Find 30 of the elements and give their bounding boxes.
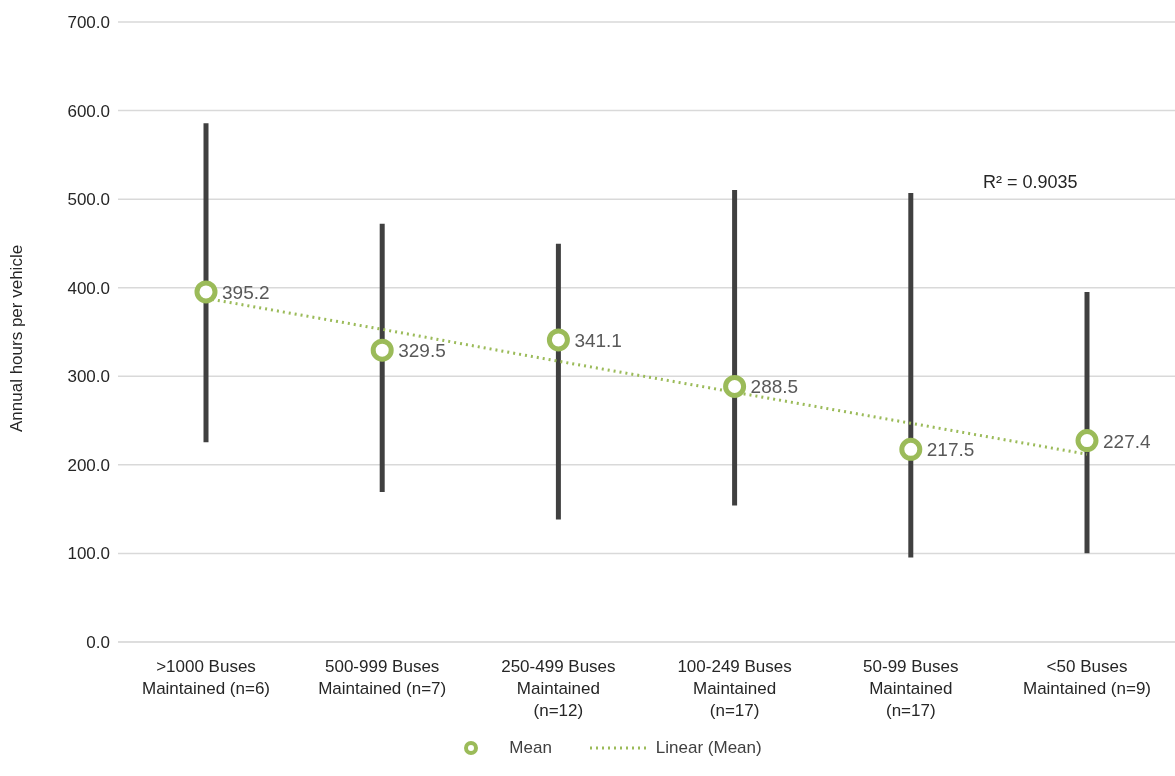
data-label: 288.5 xyxy=(750,376,799,398)
y-tick-label: 600.0 xyxy=(67,101,110,121)
x-tick-label: >1000 Buses Maintained (n=6) xyxy=(141,657,271,698)
legend-label: Linear (Mean) xyxy=(655,738,762,758)
point xyxy=(194,280,218,304)
point xyxy=(546,328,570,352)
y-tick-label: 0.0 xyxy=(86,633,110,653)
point xyxy=(899,437,923,461)
x-tick-label: 50-99 Buses Maintained (n=17) xyxy=(863,657,959,720)
point xyxy=(1075,429,1099,453)
annotation: R² = 0.9035 xyxy=(983,172,1078,193)
x-tick-label: 250-499 Buses Maintained (n=12) xyxy=(501,657,616,720)
data-label: 227.4 xyxy=(1103,430,1151,452)
point xyxy=(723,374,747,398)
y-axis-title: Annual hours per vehicle xyxy=(7,244,27,432)
y-tick-label: 500.0 xyxy=(67,190,110,210)
y-tick-label: 100.0 xyxy=(67,544,110,564)
y-tick-label: 400.0 xyxy=(67,278,110,298)
x-tick-label: <50 Buses Maintained (n=9) xyxy=(1022,657,1152,698)
y-tick-label: 300.0 xyxy=(67,367,110,387)
data-label: 341.1 xyxy=(574,329,622,351)
data-label: 395.2 xyxy=(222,281,270,303)
y-tick-label: 200.0 xyxy=(67,455,110,475)
x-tick-label: 100-249 Buses Maintained (n=17) xyxy=(677,657,792,720)
legend-label: Mean xyxy=(509,738,552,758)
data-label: 217.5 xyxy=(926,439,975,461)
y-tick-label: 700.0 xyxy=(67,13,110,33)
data-label: 329.5 xyxy=(398,340,446,362)
point xyxy=(370,338,394,362)
x-tick-label: 500-999 Buses Maintained (n=7) xyxy=(318,657,447,698)
